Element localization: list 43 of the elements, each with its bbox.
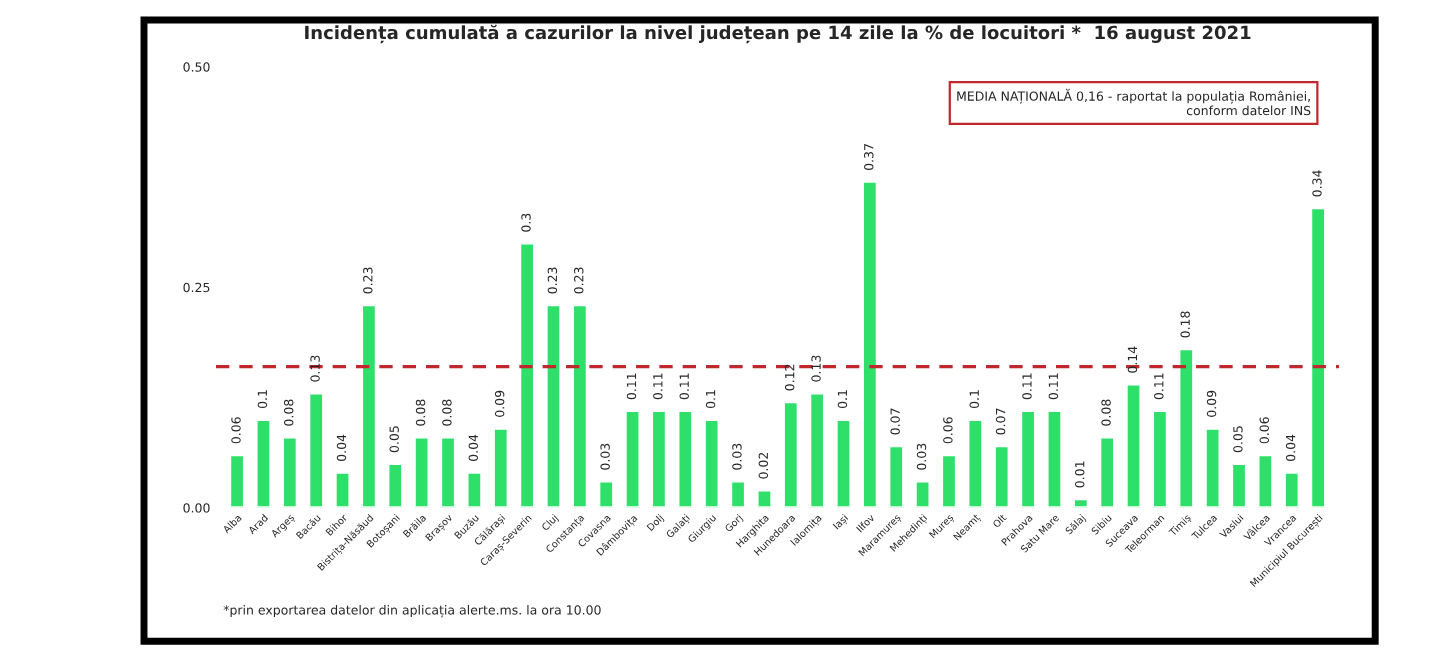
- bar: [1230, 462, 1248, 508]
- bar: [465, 471, 484, 508]
- bar: [1177, 347, 1195, 508]
- chart-title: Incidența cumulată a cazurilor la nivel județean pe 14 zile la % de locuitori * 16 august 2021: [305, 24, 1251, 44]
- bar: [729, 479, 747, 508]
- bar: [940, 453, 958, 508]
- bar: [1072, 497, 1090, 508]
- bar: [834, 418, 853, 508]
- bar: [1124, 382, 1143, 508]
- bar: [254, 418, 273, 508]
- bar: [755, 488, 774, 508]
- bar: [966, 418, 984, 508]
- bar: [1045, 409, 1064, 508]
- bar: [307, 391, 325, 508]
- bar: [1256, 453, 1275, 508]
- bar: [1098, 435, 1116, 508]
- bar: [228, 453, 246, 508]
- bar: [913, 479, 932, 508]
- bar: [650, 409, 668, 508]
- bar: [993, 444, 1011, 508]
- bar: [1204, 426, 1222, 508]
- bar: [676, 409, 694, 508]
- bar: [1151, 409, 1169, 508]
- bar: [1309, 206, 1327, 508]
- bar: [703, 418, 721, 508]
- bar: [887, 444, 905, 508]
- bar: [861, 180, 879, 508]
- bar: [1283, 471, 1301, 508]
- bar: [808, 391, 826, 508]
- bar: [571, 303, 589, 508]
- bar: [281, 435, 299, 508]
- bar: [333, 471, 352, 508]
- bar: [544, 303, 563, 508]
- bar: [597, 479, 615, 508]
- bar: [518, 241, 536, 508]
- bar: [782, 400, 800, 508]
- bar: [413, 435, 431, 508]
- bar: [386, 462, 404, 508]
- bar: [1019, 409, 1037, 508]
- bar: [492, 426, 510, 508]
- bar: [360, 303, 378, 508]
- bar: [623, 409, 642, 508]
- bar: [439, 435, 457, 508]
